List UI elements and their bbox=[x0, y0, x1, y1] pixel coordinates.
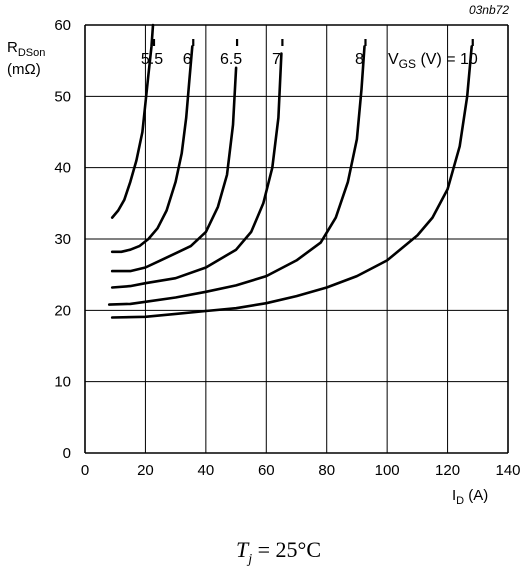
series-line-vgs-5.5 bbox=[110, 23, 155, 219]
curve-label-vgs-7: 7 bbox=[272, 51, 281, 68]
y-tick-label: 30 bbox=[54, 231, 71, 248]
x-tick-label: 100 bbox=[375, 462, 400, 479]
y-axis-unit: (mΩ) bbox=[7, 61, 41, 78]
curve-label-vgs-8: 8 bbox=[355, 51, 364, 68]
grid-lines bbox=[84, 24, 509, 454]
y-tick-label: 50 bbox=[54, 88, 71, 105]
x-tick-label: 140 bbox=[495, 462, 520, 479]
x-tick-label: 0 bbox=[81, 462, 89, 479]
y-tick-label: 10 bbox=[54, 374, 71, 391]
curve-label-vgs-5.5: 5.5 bbox=[141, 51, 163, 68]
y-tick-label: 20 bbox=[54, 302, 71, 319]
x-tick-label: 20 bbox=[137, 462, 154, 479]
y-tick-label: 0 bbox=[63, 445, 71, 462]
series-line-vgs-6.5 bbox=[110, 66, 238, 273]
series-line-vgs-7 bbox=[110, 52, 283, 289]
x-tick-label: 60 bbox=[258, 462, 275, 479]
curve-labels: 5.5 6 6.5 7 8 bbox=[141, 51, 364, 68]
tick-labels: 0 20 40 60 80 100 120 140 0 10 20 30 40 50 60 bbox=[54, 17, 520, 479]
junction-temperature-note: Tj = 25°C bbox=[236, 537, 321, 567]
y-axis-label: RDSon bbox=[7, 39, 45, 59]
series-line-vgs-8 bbox=[107, 45, 366, 306]
x-tick-label: 80 bbox=[318, 462, 335, 479]
curve-label-vgs-6: 6 bbox=[183, 51, 192, 68]
series-line-vgs-6 bbox=[110, 45, 194, 254]
legend-vgs-label: VGS (V) = 10 bbox=[388, 51, 478, 71]
series-line-vgs-10 bbox=[110, 45, 473, 319]
curve-label-vgs-6.5: 6.5 bbox=[220, 51, 242, 68]
x-tick-label: 120 bbox=[435, 462, 460, 479]
y-tick-label: 60 bbox=[54, 17, 71, 34]
figure-id: 03nb72 bbox=[469, 3, 509, 17]
y-tick-label: 40 bbox=[54, 160, 71, 177]
x-tick-label: 40 bbox=[198, 462, 215, 479]
x-axis-label: ID (A) bbox=[452, 487, 488, 507]
curves bbox=[107, 23, 474, 319]
